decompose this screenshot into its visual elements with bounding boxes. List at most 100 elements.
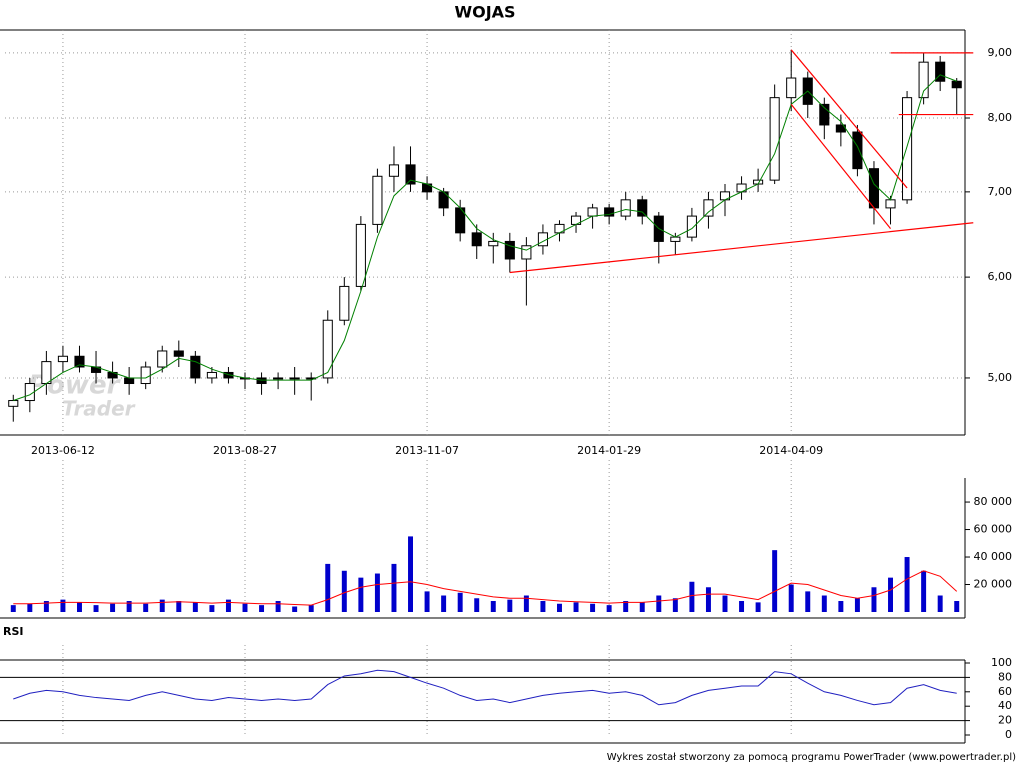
volume-bar <box>557 603 562 612</box>
volume-bar <box>60 599 66 612</box>
x-tick-label: 2014-01-29 <box>577 444 641 457</box>
volume-bar <box>27 603 33 612</box>
candle-body <box>786 77 797 99</box>
candle-body <box>686 215 697 238</box>
rsi-line <box>13 669 957 706</box>
volume-bar <box>408 536 413 612</box>
candle-body <box>322 319 333 379</box>
volume-bar <box>457 592 463 612</box>
candle-body <box>388 164 400 177</box>
chart-title: WOJAS <box>454 3 515 22</box>
volume-average <box>13 570 958 606</box>
candle-body <box>74 355 85 368</box>
footer: Wykres został stworzony za pomocą progra… <box>607 752 1016 763</box>
volume-bar <box>772 550 778 612</box>
candle-body <box>173 350 184 357</box>
frame <box>0 29 966 744</box>
candle-body <box>488 240 499 247</box>
candle-body <box>604 207 615 217</box>
volume-bar <box>672 598 678 612</box>
volume-bar <box>921 570 927 612</box>
candle-body <box>355 223 366 287</box>
candle-body <box>157 350 168 368</box>
volume-bar <box>77 602 82 612</box>
watermark: Trader <box>62 397 136 421</box>
volume-bar <box>374 573 380 612</box>
volume-bar <box>805 591 811 612</box>
candle-body <box>587 207 598 217</box>
y-tick-label: 20 <box>998 714 1012 727</box>
volume-bar <box>259 605 265 612</box>
trend-line <box>790 103 891 229</box>
volume-bar <box>656 595 662 612</box>
volume-bar <box>341 570 347 612</box>
candle-body <box>935 61 946 82</box>
candle-body <box>819 103 830 126</box>
volume-bar <box>954 601 960 612</box>
volume-bar <box>606 605 612 612</box>
candle-body <box>273 377 284 380</box>
volume-bar <box>474 598 480 612</box>
candle-body <box>372 175 383 225</box>
candle-body <box>124 377 135 385</box>
y-tick-label: 40 <box>998 699 1012 712</box>
candle-body <box>57 355 68 363</box>
volume-bar <box>126 601 132 612</box>
candle-body <box>289 377 300 380</box>
candle-body <box>471 232 482 247</box>
volume-bar <box>159 599 165 612</box>
candle-body <box>769 97 780 181</box>
volume-bar <box>755 602 761 612</box>
candle-body <box>868 168 880 209</box>
volume-bar <box>308 605 314 612</box>
volume-bar <box>888 577 893 612</box>
volume-bar <box>523 595 529 612</box>
volume-bar <box>904 557 910 612</box>
x-tick-label: 2013-08-27 <box>213 444 277 457</box>
y-tick-label: 5,00 <box>988 371 1013 384</box>
x-tick-label: 2013-11-07 <box>395 444 459 457</box>
volume-bar <box>854 598 860 612</box>
candle-body <box>206 371 217 379</box>
volume-bar <box>10 605 16 612</box>
y-tick-label: 80 000 <box>974 495 1013 508</box>
candle-body <box>339 285 350 321</box>
candle-body <box>256 377 267 385</box>
volume-bar <box>490 601 496 612</box>
volume-bar <box>722 595 728 612</box>
volume-bar <box>110 603 116 612</box>
volume-bar <box>788 584 794 612</box>
candle-body <box>885 199 896 209</box>
candle-body <box>703 199 714 217</box>
y-tick-label: 7,00 <box>988 185 1013 198</box>
y-tick-label: 0 <box>1005 728 1012 741</box>
volume-bar <box>292 606 298 612</box>
volume-bar <box>689 581 695 612</box>
volume-bar <box>225 599 231 612</box>
volume-bar <box>424 591 430 612</box>
x-tick-label: 2014-04-09 <box>759 444 823 457</box>
volume-bar <box>937 595 943 612</box>
candle-body <box>8 400 19 407</box>
volume-bar <box>838 601 844 612</box>
candle-body <box>918 61 929 99</box>
candle-body <box>620 199 631 217</box>
candle-body <box>670 236 681 242</box>
volume-bar <box>821 595 827 612</box>
x-tick-label: 2013-06-12 <box>31 444 95 457</box>
candle-body <box>521 245 532 260</box>
volume-bar <box>192 602 198 612</box>
volume-bar <box>176 601 182 612</box>
panel-title: RSI <box>3 625 24 638</box>
volume-bar <box>358 577 364 612</box>
y-tick-label: 8,00 <box>988 111 1013 124</box>
candle-body <box>504 240 515 260</box>
volume-bar <box>871 587 877 612</box>
moving-average <box>13 74 957 402</box>
volume-bar <box>43 601 49 612</box>
candle-body <box>41 361 52 385</box>
volume-bar <box>739 601 745 612</box>
volume-bar <box>441 595 447 612</box>
